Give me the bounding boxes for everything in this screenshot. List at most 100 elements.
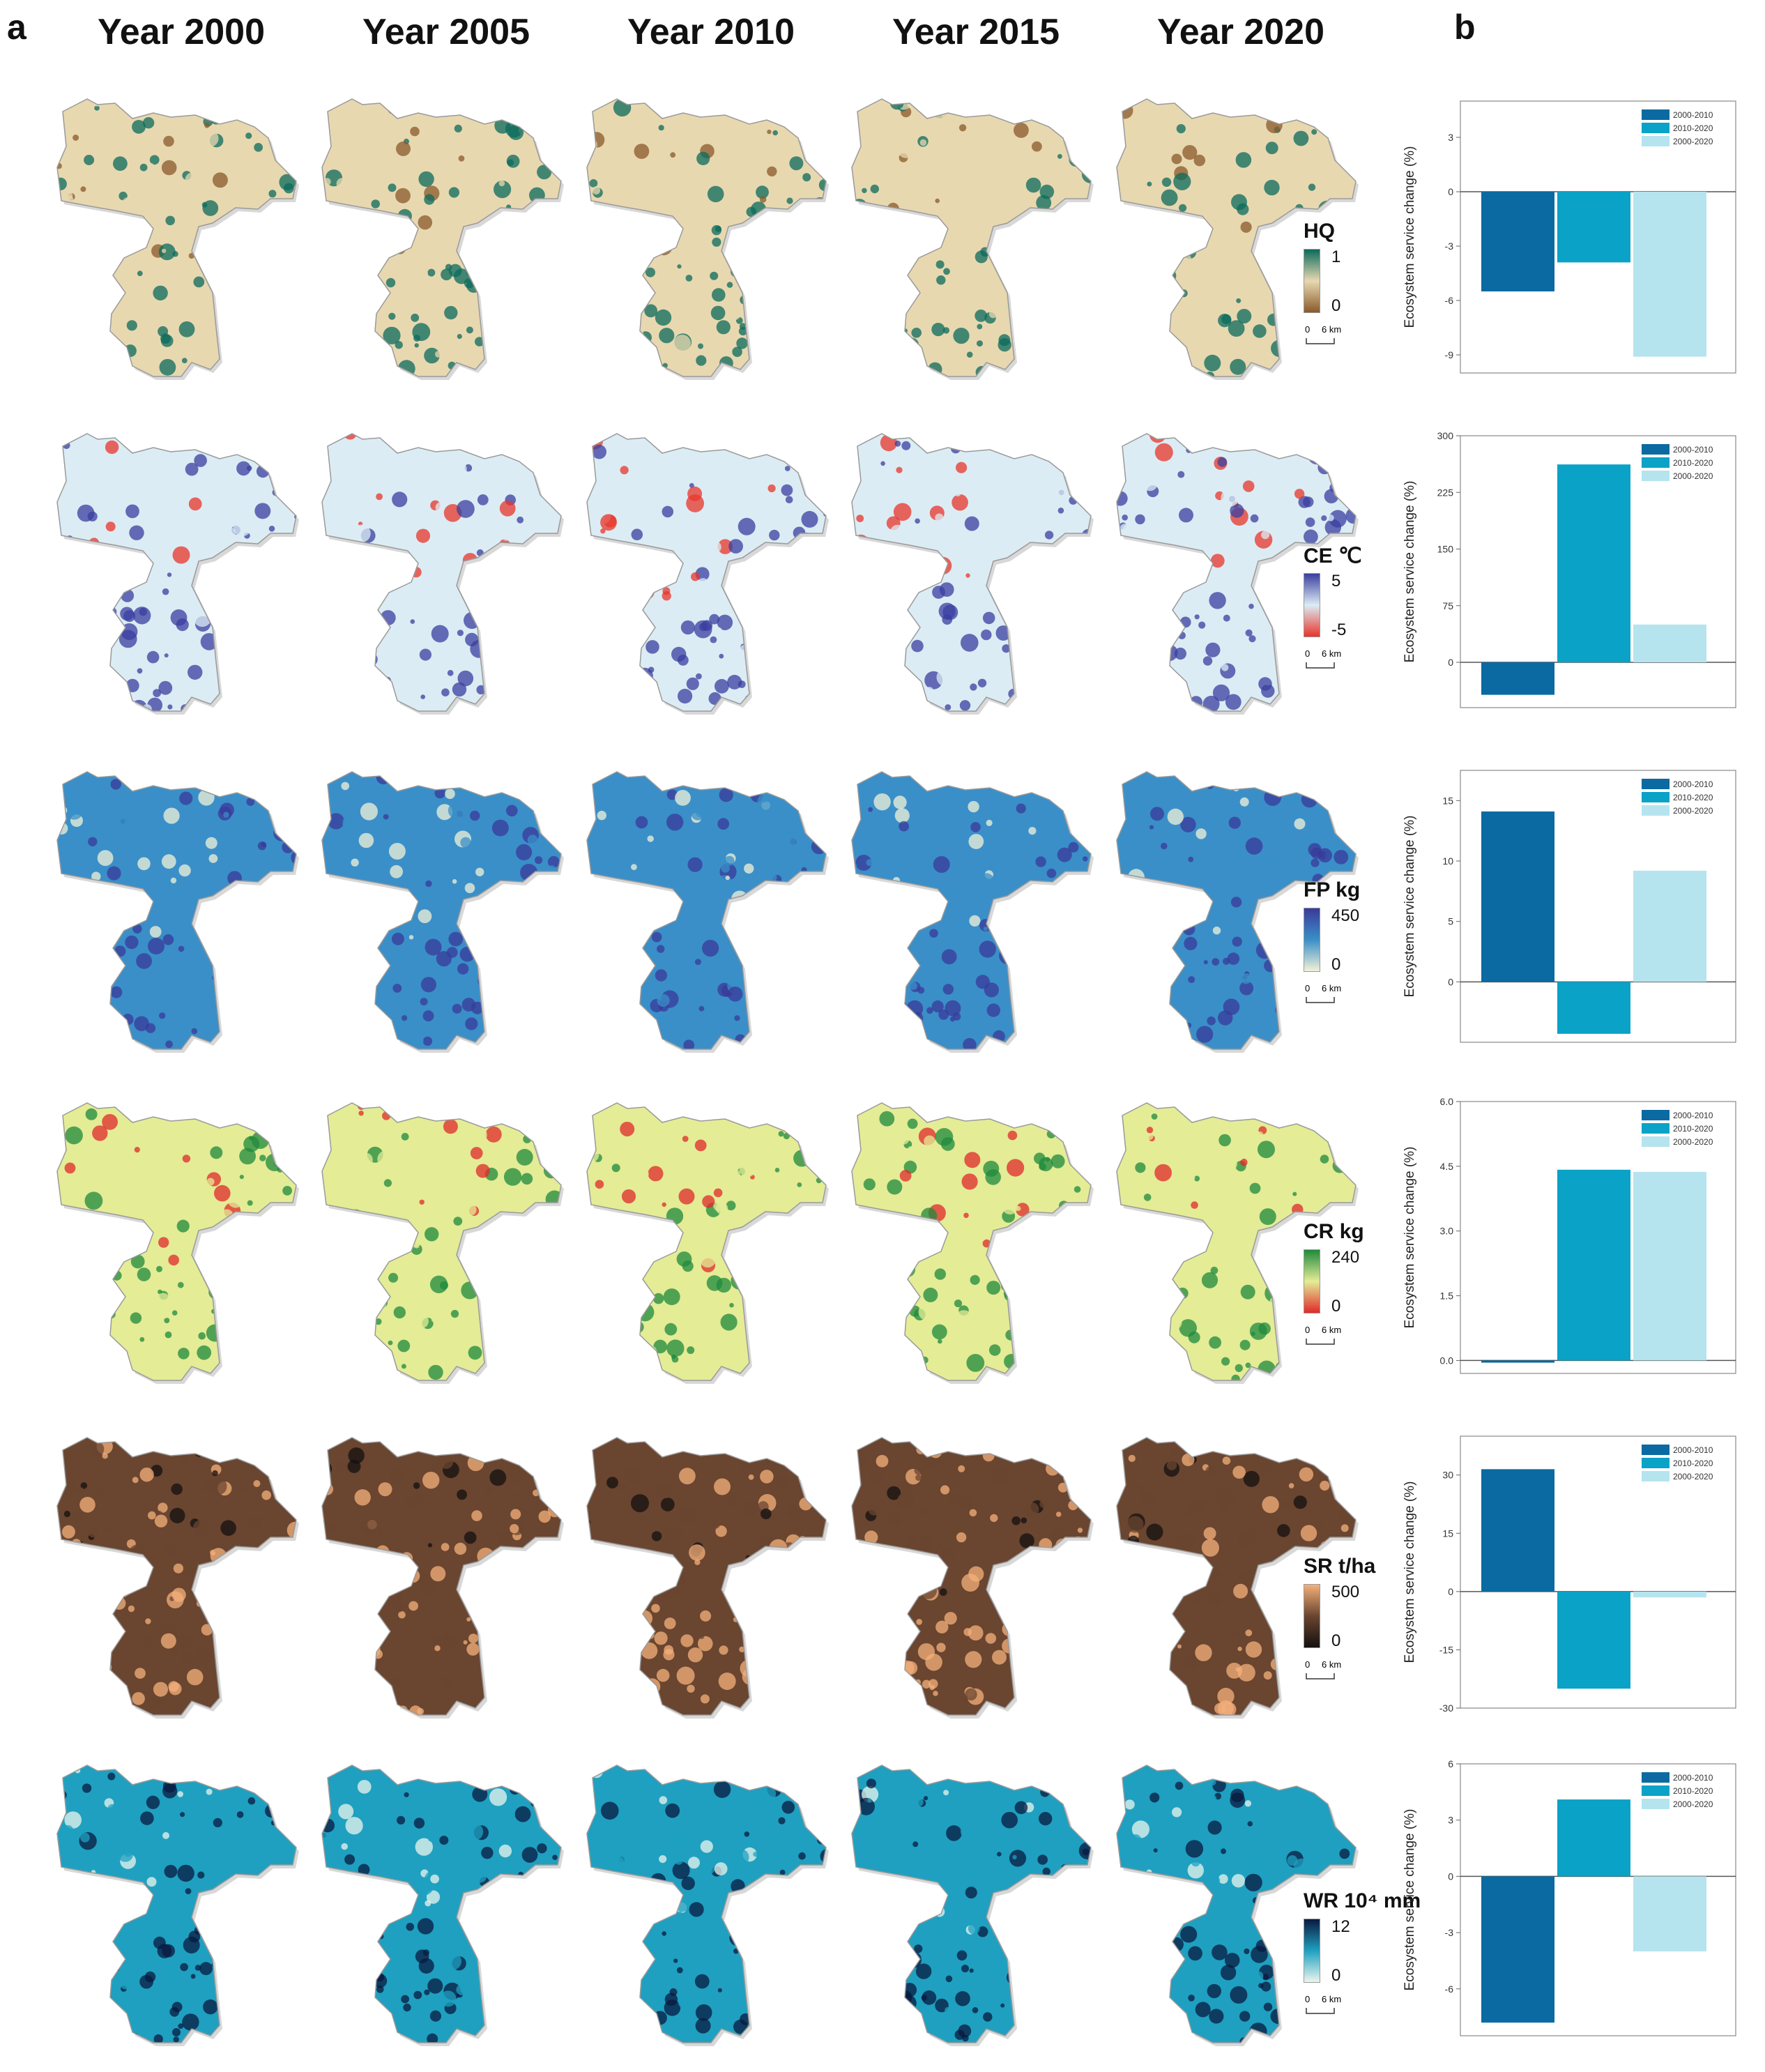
map-texture: [489, 103, 496, 110]
map-texture: [1088, 891, 1091, 901]
map-hq-2: [579, 84, 843, 390]
map-texture: [1004, 925, 1019, 940]
map-texture: [750, 441, 757, 448]
map-texture: [968, 1625, 984, 1641]
map-texture: [778, 922, 792, 935]
map-texture: [884, 313, 896, 326]
map-texture: [894, 808, 910, 823]
map-texture: [954, 489, 961, 497]
map-texture: [873, 1274, 891, 1291]
map-texture: [268, 630, 284, 648]
map-texture: [1248, 1103, 1264, 1117]
map-texture: [280, 1610, 296, 1627]
map-texture: [464, 883, 475, 894]
map-texture: [664, 1993, 678, 2006]
map-texture: [1272, 1855, 1277, 1860]
map-texture: [180, 1812, 185, 1818]
map-outline: [56, 98, 297, 377]
map-texture: [481, 1775, 494, 1789]
map-texture: [648, 565, 656, 573]
map-texture: [108, 1587, 118, 1597]
map-texture: [922, 1679, 931, 1689]
map-texture: [266, 574, 280, 589]
map-texture: [645, 267, 655, 277]
map-texture: [88, 1527, 99, 1538]
map-texture: [259, 1155, 266, 1161]
map-texture: [57, 965, 66, 975]
chart-svg: 6.04.53.01.50.02000-20102010-20202000-20…: [1403, 1096, 1736, 1374]
map-texture: [64, 1162, 76, 1174]
map-texture: [466, 326, 473, 334]
map-texture: [759, 664, 776, 680]
map-texture: [659, 328, 675, 344]
map-texture: [1288, 176, 1297, 183]
map-texture: [958, 2024, 972, 2038]
map-texture: [102, 1113, 118, 1130]
map-texture: [678, 655, 689, 666]
map-texture: [1068, 841, 1079, 853]
map-texture: [1207, 1592, 1223, 1607]
map-texture: [549, 946, 561, 965]
map-texture: [588, 1993, 602, 2007]
map-texture: [201, 1916, 206, 1921]
map-texture: [985, 1633, 997, 1644]
map-texture: [1270, 822, 1283, 835]
map-texture: [1154, 1580, 1164, 1591]
map-texture: [866, 859, 873, 867]
map-texture: [485, 1313, 498, 1326]
map-texture: [1195, 828, 1207, 839]
map-texture: [938, 1339, 942, 1344]
map-texture: [1046, 1912, 1064, 1930]
map-texture: [337, 1608, 342, 1614]
map-texture: [1292, 1155, 1304, 1167]
map-texture: [322, 1765, 330, 1774]
map-texture: [756, 225, 770, 238]
map-texture: [286, 263, 295, 273]
map-texture: [88, 140, 96, 148]
map-texture: [1071, 1322, 1076, 1327]
map-texture: [444, 305, 458, 320]
map-texture: [60, 206, 75, 220]
map-texture: [258, 1438, 274, 1449]
map-texture: [436, 862, 453, 878]
map-texture: [133, 607, 151, 625]
map-texture: [906, 1030, 923, 1047]
map-texture: [1171, 153, 1182, 165]
map-texture: [916, 247, 922, 252]
map-texture: [605, 1662, 612, 1669]
map-texture: [634, 586, 650, 603]
map-texture: [739, 323, 747, 330]
map-texture: [142, 524, 159, 541]
bar-2000-2010: [1481, 811, 1554, 982]
map-texture: [232, 1446, 239, 1453]
map-texture: [478, 449, 491, 462]
map-texture: [238, 1532, 243, 1537]
map-texture: [945, 1000, 961, 1016]
map-texture: [165, 434, 171, 440]
map-texture: [539, 1949, 547, 1956]
map-texture: [340, 1248, 358, 1265]
map-texture: [76, 213, 94, 231]
y-axis-label: Ecosystem service change (%): [1403, 481, 1417, 663]
map-texture: [1083, 232, 1088, 238]
map-texture: [809, 1907, 825, 1924]
map-texture: [227, 894, 236, 904]
map-texture: [1140, 1223, 1154, 1237]
map-texture: [428, 1147, 435, 1154]
scale-label-6km: 6 km: [1322, 1994, 1341, 2004]
legend-colorbar: [1304, 908, 1320, 972]
map-texture: [543, 785, 560, 802]
map-texture: [754, 2021, 767, 2035]
map-texture: [634, 1775, 645, 1786]
map-texture: [856, 358, 869, 372]
map-texture: [1064, 1577, 1071, 1583]
map-texture: [350, 268, 360, 278]
map-texture: [1016, 434, 1025, 437]
map-texture: [855, 100, 860, 105]
map-texture: [487, 578, 494, 585]
map-texture: [882, 1040, 893, 1049]
map-texture: [968, 834, 984, 849]
map-texture: [140, 1140, 154, 1154]
map-texture: [1322, 699, 1335, 711]
map-texture: [931, 1148, 945, 1162]
